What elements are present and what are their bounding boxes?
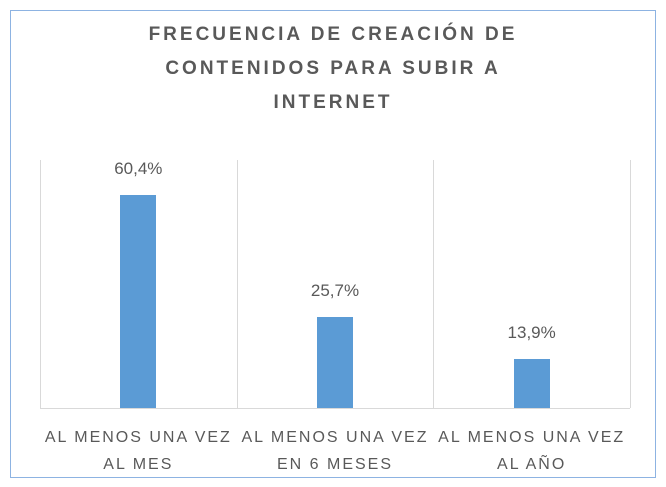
bar (513, 358, 550, 408)
band-separator (630, 160, 631, 408)
data-label: 60,4% (114, 158, 163, 178)
x-tick-label: AL MENOS UNA VEZ AL AÑO (438, 429, 626, 473)
chart-title: FRECUENCIA DE CREACIÓN DE CONTENIDOS PAR… (148, 24, 518, 113)
band-separator (236, 160, 238, 408)
band-separator (433, 160, 435, 408)
band-separator (40, 160, 41, 408)
bar (120, 194, 157, 408)
bar (317, 317, 353, 408)
data-label: 25,7% (310, 281, 360, 301)
x-tick-label: AL MENOS UNA VEZ EN 6 MESES (241, 429, 429, 473)
x-tick-label: AL MENOS UNA VEZ AL MES (44, 429, 232, 473)
data-label: 13,9% (507, 322, 556, 342)
baseline (40, 408, 630, 409)
